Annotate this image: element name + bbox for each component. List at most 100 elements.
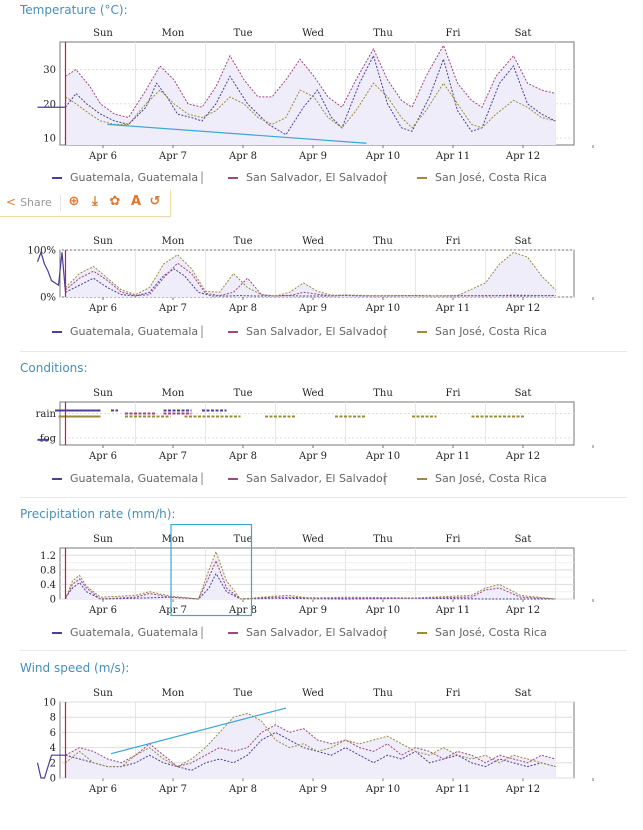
y-tick-label: 2 [50, 758, 56, 769]
precip-section: Precipitation rate (mm/h): Sun Mon Tue Wed T… [0, 502, 643, 650]
download-icon[interactable]: ⤓ [92, 194, 98, 209]
legend-item[interactable]: Guatemala, Guatemala [52, 171, 198, 184]
date-label: Apr 10 [365, 605, 400, 616]
date-label: Apr 8 [228, 151, 257, 162]
palette-icon[interactable]: ✿ [109, 194, 121, 209]
legend-label: Guatemala, Guatemala [70, 472, 199, 485]
humidity-chart[interactable]: Sun Mon Tue Wed Thu Fri Sat Apr 6 Apr 7 Apr 8 Apr … [0, 230, 643, 330]
precip-chart[interactable]: Sun Mon Tue Wed Thu Fri Sat Apr 6 Apr 7 Apr 8 Apr … [0, 524, 643, 619]
date-label: Apr 9 [298, 784, 327, 795]
day-label-thu: Thu [373, 534, 393, 545]
date-label: Apr 6 [88, 451, 117, 462]
day-label-thu: Thu [373, 688, 393, 699]
trend-annotation-line [107, 123, 367, 144]
legend-item[interactable]: Guatemala, Guatemala [52, 472, 198, 485]
day-label-mon: Mon [162, 688, 185, 699]
series-line-guatemala [65, 572, 556, 600]
date-label: Apr 9 [298, 303, 327, 314]
conditions-legend: Guatemala, Guatemala San Salvador, El Sal… [0, 471, 643, 490]
series-line-san-salvador [65, 724, 556, 768]
date-label: Apr 7 [158, 451, 187, 462]
legend-item[interactable]: San Salvador, El Salvador [228, 472, 387, 485]
humidity-section: Sun Mon Tue Wed Thu Fri Sat Apr 6 Apr 7 Apr 8 Apr … [0, 218, 643, 352]
share-button[interactable]: < Share [6, 195, 52, 209]
trend-annotation-line [110, 707, 287, 755]
date-label: Apr 8 [228, 303, 257, 314]
legend-label: San José, Costa Rica [435, 325, 547, 338]
series-line-san-jos- [65, 712, 556, 768]
legend-swatch [417, 177, 427, 179]
legend-item[interactable]: San José, Costa Rica [417, 171, 547, 184]
zoom-icon[interactable]: ⊕ [68, 194, 80, 209]
date-label: Apr 11 [435, 451, 470, 462]
legend-label: Guatemala, Guatemala [70, 171, 199, 184]
legend-swatch [228, 632, 238, 634]
day-label-wed: Wed [302, 28, 324, 39]
y-tick-label: fog [40, 433, 57, 444]
date-label: Apr 9 [298, 451, 327, 462]
day-label-sat: Sat [515, 688, 532, 699]
wind-chart[interactable]: Sun Mon Tue Wed Thu Fri Sat Apr 6 Apr 7 Apr 8 Apr … [0, 684, 643, 830]
day-label-tue: Tue [233, 236, 252, 247]
y-tick-label: 6 [50, 728, 56, 739]
day-label-sun: Sun [93, 28, 113, 39]
y-tick-label: 100% [27, 246, 56, 257]
day-label-fri: Fri [446, 28, 461, 39]
legend-label: Guatemala, Guatemala [70, 626, 199, 639]
date-label: Apr 6 [88, 784, 117, 795]
wind-section: Wind speed (m/s): Sun Mon Tue Wed Thu Fri Sat A… [0, 654, 643, 800]
date-label: Apr 7 [158, 303, 187, 314]
legend-item[interactable]: San José, Costa Rica [417, 626, 547, 639]
legend-separator: | [383, 471, 388, 485]
day-label-tue: Tue [233, 688, 252, 699]
highlight-box [170, 524, 253, 617]
legend-swatch [228, 478, 238, 480]
day-label-thu: Thu [373, 388, 393, 399]
humidity-legend: Guatemala, Guatemala San Salvador, El Sal… [0, 324, 643, 343]
legend-item[interactable]: San Salvador, El Salvador [228, 325, 387, 338]
toolbar-divider [60, 195, 61, 211]
precip-title: Precipitation rate (mm/h): [20, 507, 176, 521]
date-label: Apr 10 [365, 784, 400, 795]
day-label-thu: Thu [373, 28, 393, 39]
date-label: Apr 9 [298, 605, 327, 616]
date-label: Apr 7 [158, 151, 187, 162]
share-icon: < [6, 195, 17, 209]
day-label-fri: Fri [446, 688, 461, 699]
day-label-fri: Fri [446, 388, 461, 399]
y-tick-label: 20 [43, 99, 56, 110]
y-tick-label: 1.2 [40, 551, 56, 562]
section-divider [20, 351, 627, 352]
legend-item[interactable]: Guatemala, Guatemala [52, 325, 198, 338]
legend-label: San José, Costa Rica [435, 472, 547, 485]
day-label-mon: Mon [162, 388, 185, 399]
legend-separator: | [383, 625, 388, 639]
y-tick-label: 4 [50, 743, 56, 754]
font-icon[interactable]: A [130, 194, 142, 209]
date-label: Apr 7 [158, 605, 187, 616]
legend-item[interactable]: San Salvador, El Salvador [228, 171, 387, 184]
plot-area [59, 401, 575, 446]
legend-item[interactable]: San José, Costa Rica [417, 325, 547, 338]
link-icon[interactable]: ↺ [149, 194, 161, 209]
y-tick-label: 0.8 [40, 565, 56, 576]
legend-swatch [417, 478, 427, 480]
series-line-san-salvador [65, 44, 556, 119]
day-label-wed: Wed [302, 534, 324, 545]
wind-title: Wind speed (m/s): [20, 661, 130, 675]
date-label: Apr 11 [435, 303, 470, 314]
y-tick-label: 0 [50, 595, 56, 606]
legend-item[interactable]: San Salvador, El Salvador [228, 626, 387, 639]
day-label-thu: Thu [373, 236, 393, 247]
day-label-sun: Sun [93, 534, 113, 545]
y-tick-label: 10 [43, 134, 56, 145]
legend-label: San Salvador, El Salvador [246, 626, 388, 639]
temperature-chart[interactable]: Sun Mon Tue Wed Thu Fri Sat Apr 6 Apr 7 Apr 8 Apr … [0, 24, 643, 184]
day-label-tue: Tue [233, 534, 252, 545]
legend-swatch [228, 331, 238, 333]
section-divider [20, 650, 627, 651]
legend-item[interactable]: Guatemala, Guatemala [52, 626, 198, 639]
legend-item[interactable]: San José, Costa Rica [417, 472, 547, 485]
date-label: Apr 12 [505, 605, 540, 616]
conditions-chart[interactable]: Sun Mon Tue Wed Thu Fri Sat Apr 6 Apr 7 Apr 8 Apr … [0, 384, 643, 479]
